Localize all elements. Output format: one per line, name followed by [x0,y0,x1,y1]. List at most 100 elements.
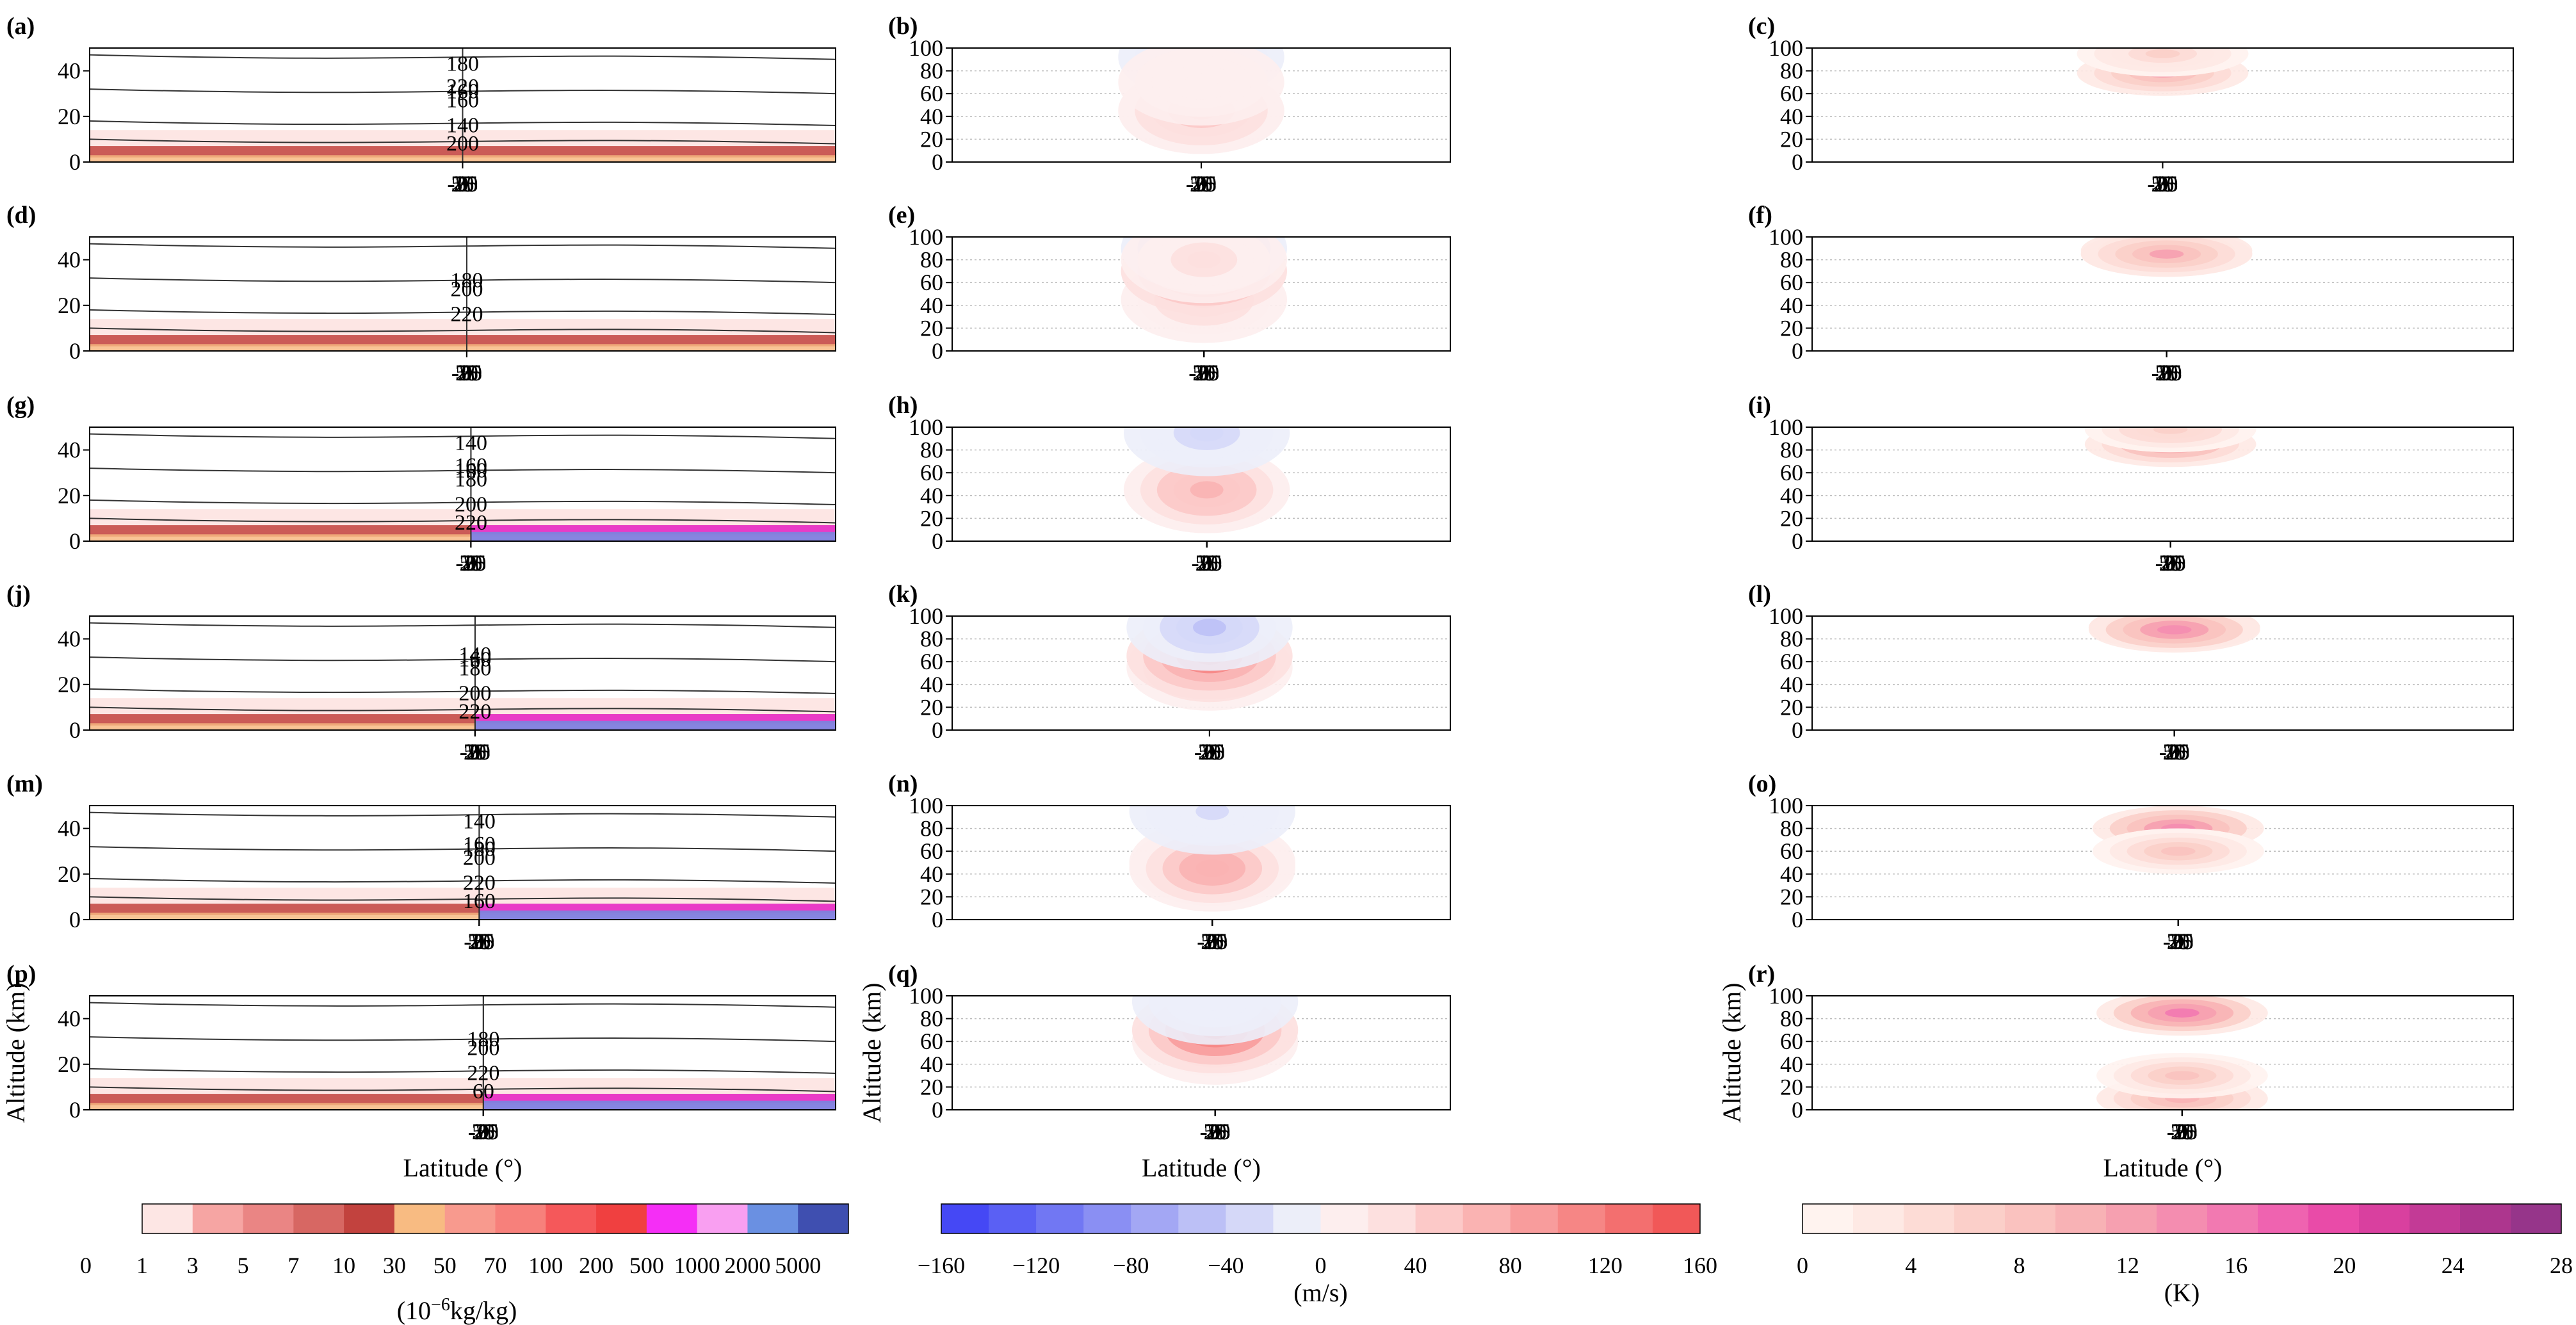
x-tick-label: 75 [464,739,487,765]
x-tick-label: 0 [1201,550,1213,576]
temperature-contour [90,706,836,713]
y-tick-label: 60 [1780,81,1803,106]
x-tick-label: 25 [1198,739,1221,765]
y-tick-label: 20 [1780,884,1803,909]
y-tick-label: 80 [1780,58,1803,84]
x-tick-label: 75 [2167,929,2190,954]
contour-label: 160 [458,647,491,671]
x-tick-label: -50 [1188,360,1219,386]
temperature-contour [90,1002,836,1008]
x-tick-label: 50 [1192,360,1215,386]
x-axis-label: Latitude (°) [1142,1153,1261,1182]
y-tick-label: 40 [58,816,81,841]
data-field [952,806,1450,920]
x-tick-label: -50 [2159,739,2190,765]
x-tick-label: -50 [2155,550,2186,576]
y-tick-label: 80 [1780,437,1803,463]
colorbar-swatch [1605,1204,1653,1233]
y-tick-label: 40 [58,626,81,652]
x-tick-label: -50 [1197,929,1227,954]
data-field [1812,237,2513,351]
y-tick-label: 100 [909,603,943,629]
colorbar-3: 0 4 8 12 16 20 24 28 (K) [1797,1203,2573,1307]
y-tick-label: 60 [920,460,943,485]
wind-contour [1195,859,1229,877]
y-tick-label: 20 [58,1052,81,1077]
x-tick-label: 0 [1198,360,1210,386]
y-tick-label: 20 [58,483,81,508]
x-tick-label: -75 [1197,929,1227,954]
axes-frame [1811,615,2514,731]
colorbar-tick-label: 28 [2550,1253,2573,1278]
temperature-contour [90,846,836,852]
colorbar-swatch [1904,1204,1955,1233]
y-tick-label: 80 [920,816,943,841]
x-tick-label: 0 [461,360,473,386]
axes-frame [952,805,1451,920]
wind-contour [1193,619,1226,637]
x-tick-label: 0 [2169,739,2180,765]
temperature-contour [2149,249,2184,259]
mixing-band [90,913,836,920]
colorbar-swatch [444,1204,496,1233]
x-axis-label: Latitude (°) [403,1153,522,1182]
panel-label: (l) [1748,581,1771,608]
y-tick-label: 0 [932,1097,943,1123]
x-tick-label: -75 [2155,550,2186,576]
y-tick-label: 40 [58,247,81,273]
x-tick-label: -75 [448,171,478,197]
contour-label: 180 [458,657,491,681]
x-tick-label: -75 [455,550,486,576]
colorbar-tick-label: 30 [383,1253,406,1278]
temperature-contour [2157,625,2192,635]
y-tick-label: 20 [920,126,943,152]
y-tick-label: 20 [920,315,943,341]
wind-contour [1185,73,1218,91]
colorbar-swatch [2157,1204,2208,1233]
y-tick-label: 100 [909,983,943,1009]
colorbar-swatch [2460,1204,2511,1233]
panel-label: (c) [1748,13,1775,40]
x-tick-label: 50 [2159,550,2182,576]
contour-label: 220 [455,511,487,535]
x-tick-label: -25 [1200,1119,1231,1144]
x-tick-label: 0 [469,739,481,765]
colorbar-swatch [646,1204,698,1233]
y-tick-label: 0 [932,149,943,175]
x-tick-label: -50 [455,550,486,576]
x-tick-label: -50 [2167,1119,2198,1144]
x-tick-label: 25 [2167,929,2190,954]
x-tick-label: 50 [472,1119,495,1144]
y-tick-label: 60 [1780,270,1803,295]
contour-label: 200 [467,1037,499,1061]
x-tick-label: -75 [1188,360,1219,386]
x-tick-label: 25 [459,550,482,576]
mixing-band [90,534,836,541]
y-tick-label: 100 [1769,603,1803,629]
colorbar-label: (K) [2164,1278,2200,1307]
panel-p: 18020022060-75-50-25025507502040(p)Latit… [1,961,836,1182]
y-tick-label: 0 [1792,338,1803,364]
y-tick-label: 20 [58,672,81,697]
y-tick-label: 0 [1792,907,1803,932]
contour-label: 220 [450,303,483,327]
x-tick-label: -25 [464,929,494,954]
colorbar-swatch [2410,1204,2461,1233]
x-tick-label: -25 [1194,739,1225,765]
y-tick-label: 100 [1769,983,1803,1009]
y-tick-label: 0 [932,528,943,554]
x-tick-label: 75 [1204,1119,1227,1144]
colorbar-swatch [1415,1204,1464,1233]
y-tick-label: 40 [920,672,943,697]
contour-label: 160 [446,89,479,113]
colorbar-tick-label: 160 [1683,1253,1717,1278]
y-tick-label: 0 [1792,528,1803,554]
colorbar-tick-label: 50 [433,1253,457,1278]
temperature-contour [90,688,836,695]
x-tick-label: -50 [464,929,494,954]
colorbar-tick-label: −120 [1012,1253,1060,1278]
x-tick-label: 25 [2155,360,2178,386]
